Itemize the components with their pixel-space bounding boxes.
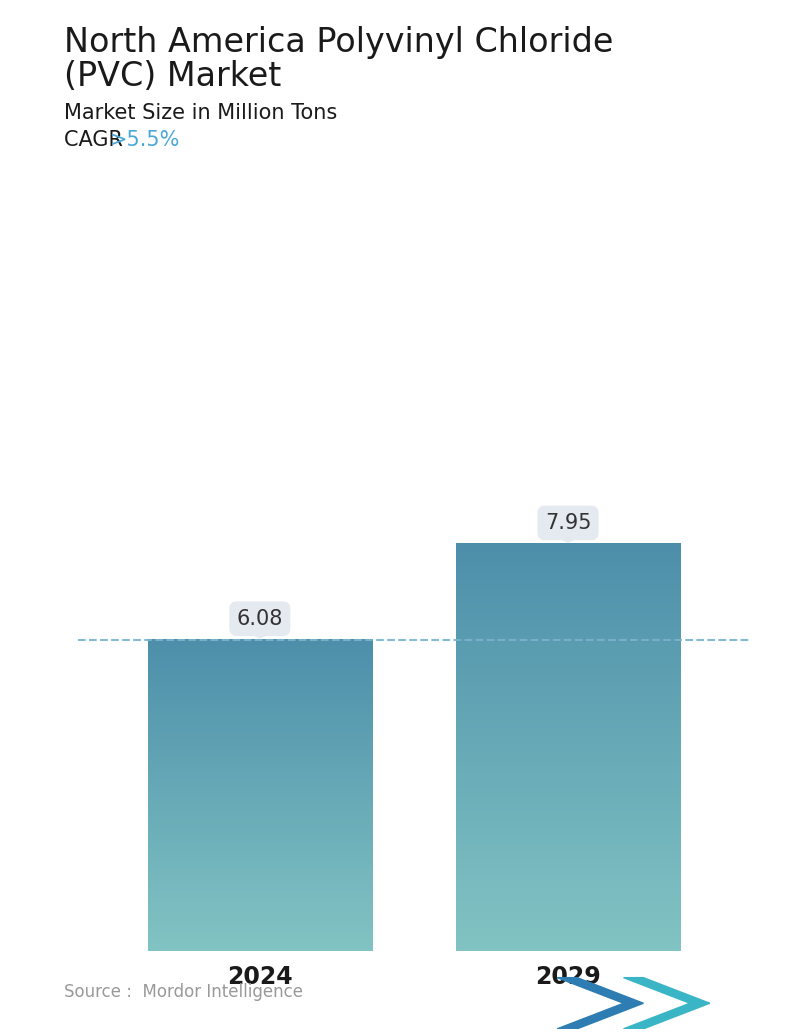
Text: 6.08: 6.08 xyxy=(236,609,283,629)
Text: >5.5%: >5.5% xyxy=(110,130,180,150)
Text: North America Polyvinyl Chloride: North America Polyvinyl Chloride xyxy=(64,26,613,59)
Polygon shape xyxy=(240,629,279,638)
Text: 7.95: 7.95 xyxy=(544,513,591,533)
Polygon shape xyxy=(557,978,643,1029)
Polygon shape xyxy=(623,978,710,1029)
Text: Source :  Mordor Intelligence: Source : Mordor Intelligence xyxy=(64,983,302,1001)
Text: Market Size in Million Tons: Market Size in Million Tons xyxy=(64,103,337,123)
Text: (PVC) Market: (PVC) Market xyxy=(64,60,281,93)
Polygon shape xyxy=(548,533,587,542)
Text: CAGR: CAGR xyxy=(64,130,129,150)
